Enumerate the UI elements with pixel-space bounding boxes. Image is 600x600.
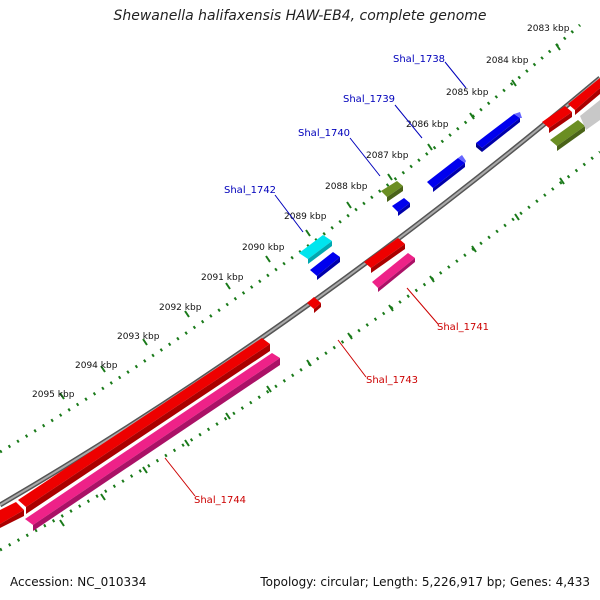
gene-label-shal-1744[interactable]: Shal_1744 <box>194 495 246 506</box>
kbp-label: 2095 kbp <box>32 390 75 400</box>
leader-shal-1742 <box>274 194 304 233</box>
leader-shal-1743 <box>337 339 367 378</box>
gene-block-shal-1744-red[interactable] <box>0 338 270 528</box>
kbp-label: 2094 kbp <box>75 361 118 371</box>
gene-block-topright-grey[interactable] <box>580 100 600 130</box>
gene-block-small-blue[interactable] <box>392 198 410 216</box>
kbp-label: 2084 kbp <box>486 56 529 66</box>
gene-block-shal-1742[interactable] <box>299 235 332 264</box>
gene-block-topright-red-1[interactable] <box>542 106 572 133</box>
kbp-label: 2090 kbp <box>242 243 285 253</box>
gene-block-topright-olive[interactable] <box>550 120 585 151</box>
genome-backbone <box>0 76 600 508</box>
gene-block-shal-1741[interactable] <box>364 238 405 273</box>
gene-block-shal-1739[interactable] <box>427 155 466 192</box>
gene-block-shal-1744-pink[interactable] <box>25 353 280 531</box>
kbp-label: 2088 kbp <box>325 182 368 192</box>
leader-shal-1738 <box>444 61 467 89</box>
gene-label-shal-1741[interactable]: Shal_1741 <box>437 322 489 333</box>
gene-label-shal-1742[interactable]: Shal_1742 <box>224 185 276 196</box>
gene-block-topright-red-2[interactable] <box>568 78 600 115</box>
gene-label-shal-1739[interactable]: Shal_1739 <box>343 94 395 105</box>
genome-summary-text: Topology: circular; Length: 5,226,917 bp… <box>260 575 590 589</box>
kbp-label: 2092 kbp <box>159 303 202 313</box>
gene-block-shal-1743[interactable] <box>307 297 321 313</box>
gene-block-blue-2[interactable] <box>310 252 340 280</box>
outer-major-ticks <box>59 43 561 400</box>
leader-shal-1740 <box>349 137 381 177</box>
leader-shal-1739 <box>394 104 423 139</box>
inner-major-ticks <box>59 177 565 527</box>
map-title: Shewanella halifaxensis HAW-EB4, complet… <box>113 8 487 24</box>
leader-shal-1744 <box>164 457 196 497</box>
gene-block-shal-1740[interactable] <box>381 181 403 202</box>
kbp-label: 2083 kbp <box>527 24 570 34</box>
kbp-label: 2086 kbp <box>406 120 449 130</box>
gene-label-shal-1738[interactable]: Shal_1738 <box>393 54 445 65</box>
outer-tick-ring <box>0 23 581 454</box>
leader-shal-1741 <box>406 287 439 325</box>
kbp-label: 2085 kbp <box>446 88 489 98</box>
accession-text: Accession: NC_010334 <box>10 575 147 589</box>
gene-block-pink-1741[interactable] <box>372 253 415 292</box>
kbp-label: 2087 kbp <box>366 151 409 161</box>
kbp-label: 2089 kbp <box>284 212 327 222</box>
kbp-label: 2091 kbp <box>201 273 244 283</box>
gene-label-shal-1743[interactable]: Shal_1743 <box>366 375 418 386</box>
gene-block-shal-1738[interactable] <box>476 112 522 152</box>
gene-label-shal-1740[interactable]: Shal_1740 <box>298 128 350 139</box>
kbp-label: 2093 kbp <box>117 332 160 342</box>
